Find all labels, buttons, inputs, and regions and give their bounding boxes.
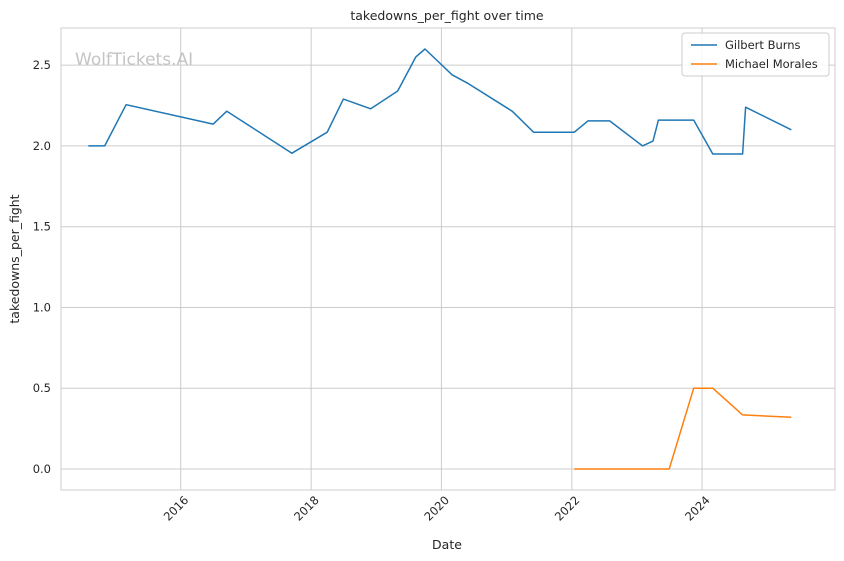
legend-label-gilbert-burns: Gilbert Burns [725,38,801,52]
y-tick-label: 0.5 [33,381,51,395]
y-tick-label: 2.5 [33,58,51,72]
legend-box [681,32,830,77]
legend-label-michael-morales: Michael Morales [725,57,818,71]
y-tick-label: 0.0 [33,462,51,476]
series-layer [88,48,792,470]
y-tick-label: 2.0 [33,139,51,153]
grid-layer [61,28,835,490]
series-line-gilbert-burns [88,48,792,155]
plot-frame [60,27,836,491]
chart-title: takedowns_per_fight over time [350,8,544,23]
y-tick-label: 1.0 [33,300,51,314]
y-axis-title: takedowns_per_fight [7,194,22,323]
watermark-text: WolfTickets.AI [75,50,193,70]
y-tick-label: 1.5 [33,220,51,234]
legend: Gilbert Burns Michael Morales [681,32,830,77]
series-line-michael-morales [574,387,792,470]
x-axis-title: Date [432,537,462,552]
